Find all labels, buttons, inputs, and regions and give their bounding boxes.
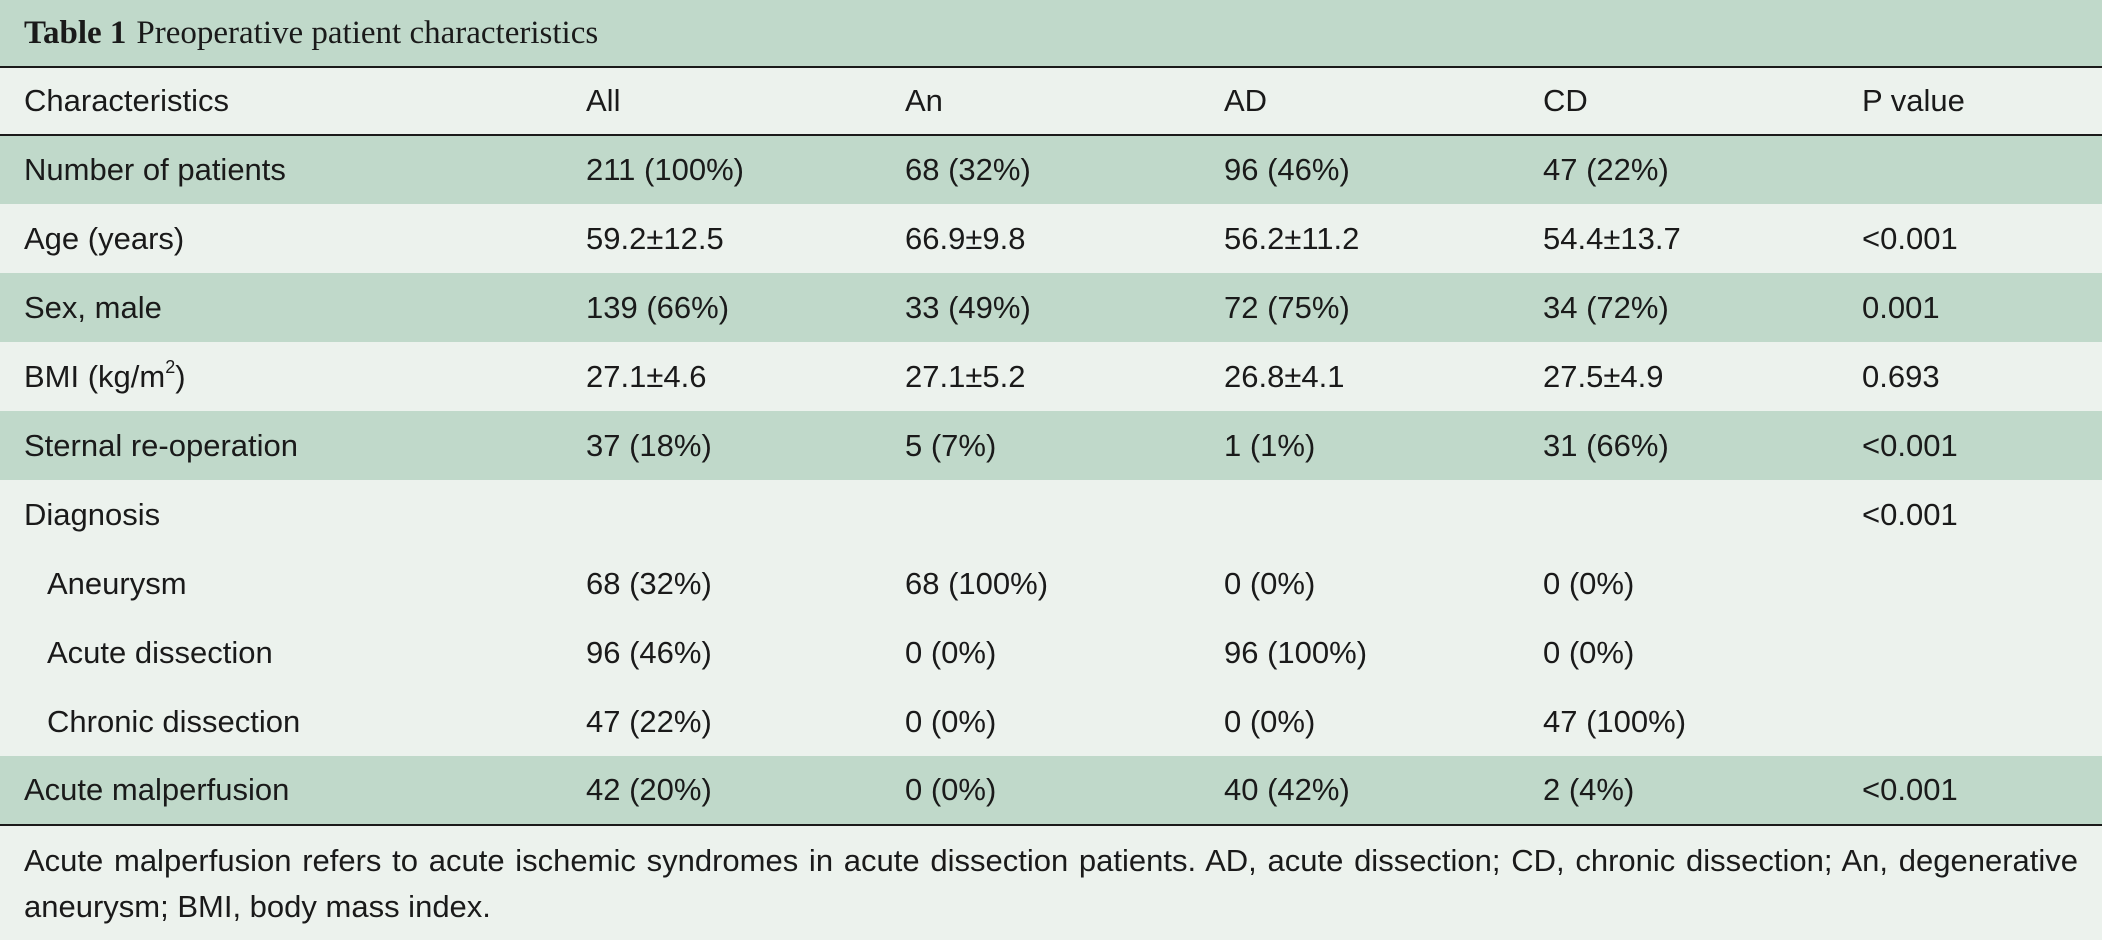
table-row: Age (years) 59.2±12.5 66.9±9.8 56.2±11.2… [0, 204, 2102, 273]
table-row: Sternal re-operation 37 (18%) 5 (7%) 1 (… [0, 411, 2102, 480]
table-row: BMI (kg/m2) 27.1±4.6 27.1±5.2 26.8±4.1 2… [0, 342, 2102, 411]
cell-cd: 47 (22%) [1543, 152, 1669, 187]
cell-an: 27.1±5.2 [905, 358, 1026, 394]
cell-p-value: <0.001 [1862, 427, 1958, 463]
row-label: Acute malperfusion [24, 772, 290, 807]
table-row: Sex, male 139 (66%) 33 (49%) 72 (75%) 34… [0, 273, 2102, 342]
cell-p-value: 0.001 [1862, 289, 1940, 325]
table-row: Chronic dissection 47 (22%) 0 (0%) 0 (0%… [0, 687, 2102, 756]
caption-title: Preoperative patient characteristics [136, 14, 599, 51]
bmi-label: BMI (kg/m [24, 358, 166, 394]
cell-p-value: <0.001 [1862, 220, 1958, 256]
column-header-characteristics: Characteristics [24, 83, 229, 118]
cell-cd: 27.5±4.9 [1543, 358, 1664, 394]
table-row: Acute dissection 96 (46%) 0 (0%) 96 (100… [0, 618, 2102, 687]
row-label: Sex, male [24, 289, 162, 325]
cell-all: 37 (18%) [586, 427, 712, 463]
cell-all [562, 480, 881, 549]
column-header-all: All [586, 83, 621, 118]
column-header-ad: AD [1224, 83, 1268, 118]
cell-ad: 56.2±11.2 [1224, 220, 1360, 256]
row-label: Chronic dissection [47, 703, 301, 739]
cell-an: 68 (100%) [905, 565, 1049, 601]
table-footnote: Acute malperfusion refers to acute ische… [24, 843, 2078, 924]
cell-an: 68 (32%) [905, 152, 1031, 187]
cell-p-value [1838, 135, 2102, 204]
cell-ad: 0 (0%) [1224, 703, 1316, 739]
cell-all: 47 (22%) [586, 703, 712, 739]
cell-all: 59.2±12.5 [586, 220, 724, 256]
column-header-an: An [905, 83, 943, 118]
cell-cd: 47 (100%) [1543, 703, 1687, 739]
cell-all: 139 (66%) [586, 289, 730, 325]
table-caption: Table 1 Preoperative patient characteris… [0, 0, 2102, 68]
cell-an: 33 (49%) [905, 289, 1031, 325]
cell-all: 27.1±4.6 [586, 358, 707, 394]
cell-p-value [1838, 618, 2102, 687]
row-label: BMI (kg/m2) [0, 342, 562, 411]
cell-all: 42 (20%) [586, 772, 712, 807]
cell-p-value: <0.001 [1862, 496, 1958, 532]
table-row: Number of patients 211 (100%) 68 (32%) 9… [0, 135, 2102, 204]
cell-p-value [1838, 687, 2102, 756]
cell-cd: 0 (0%) [1543, 565, 1635, 601]
column-header-cd: CD [1543, 83, 1588, 118]
cell-ad: 72 (75%) [1224, 289, 1350, 325]
row-label: Diagnosis [24, 496, 161, 532]
header-row: Characteristics All An AD CD P value [0, 68, 2102, 135]
cell-an: 0 (0%) [905, 703, 997, 739]
bmi-superscript: 2 [165, 356, 176, 377]
cell-cd: 34 (72%) [1543, 289, 1669, 325]
cell-ad: 26.8±4.1 [1224, 358, 1345, 394]
row-label: Aneurysm [47, 565, 187, 601]
cell-all: 68 (32%) [586, 565, 712, 601]
cell-all: 96 (46%) [586, 634, 712, 670]
cell-an [881, 480, 1200, 549]
cell-ad: 96 (46%) [1224, 152, 1350, 187]
cell-cd [1519, 480, 1838, 549]
cell-all: 211 (100%) [586, 152, 744, 187]
row-label: Sternal re-operation [24, 427, 298, 463]
cell-an: 5 (7%) [905, 427, 997, 463]
cell-p-value: <0.001 [1862, 772, 1958, 807]
cell-ad: 96 (100%) [1224, 634, 1368, 670]
cell-cd: 2 (4%) [1543, 772, 1635, 807]
cell-ad [1200, 480, 1519, 549]
row-label: Age (years) [24, 220, 185, 256]
cell-p-value: 0.693 [1862, 358, 1940, 394]
cell-cd: 31 (66%) [1543, 427, 1669, 463]
cell-an: 66.9±9.8 [905, 220, 1026, 256]
table-row: Aneurysm 68 (32%) 68 (100%) 0 (0%) 0 (0%… [0, 549, 2102, 618]
cell-cd: 0 (0%) [1543, 634, 1635, 670]
table-row: Acute malperfusion 42 (20%) 0 (0%) 40 (4… [0, 756, 2102, 825]
caption-lead: Table 1 [24, 14, 127, 51]
bmi-label-suffix: ) [175, 358, 186, 394]
cell-p-value [1838, 549, 2102, 618]
cell-ad: 40 (42%) [1224, 772, 1350, 807]
characteristics-table: Characteristics All An AD CD P value Num… [0, 68, 2102, 826]
cell-an: 0 (0%) [905, 772, 997, 807]
cell-ad: 0 (0%) [1224, 565, 1316, 601]
row-label: Acute dissection [47, 634, 273, 670]
row-label: Number of patients [24, 152, 286, 187]
table-row: Diagnosis <0.001 [0, 480, 2102, 549]
cell-an: 0 (0%) [905, 634, 997, 670]
column-header-p-value: P value [1862, 83, 1965, 118]
cell-ad: 1 (1%) [1224, 427, 1316, 463]
cell-cd: 54.4±13.7 [1543, 220, 1681, 256]
